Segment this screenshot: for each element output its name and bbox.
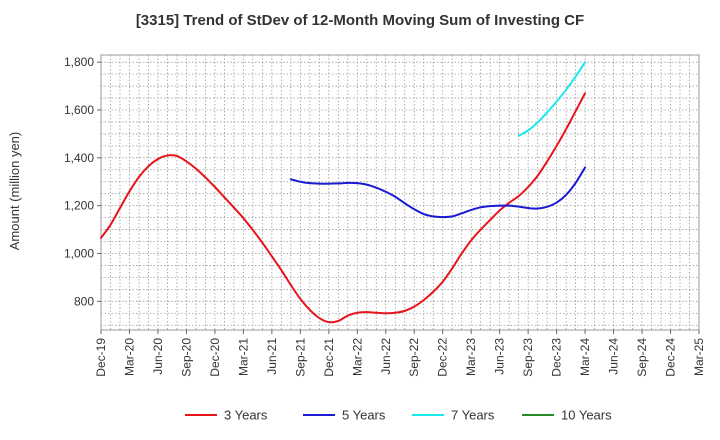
x-tick-label: Dec-24	[664, 338, 678, 377]
x-tick-label: Jun-23	[493, 338, 507, 375]
x-tick-label: Sep-23	[521, 338, 535, 377]
x-tick-label: Sep-22	[407, 338, 421, 377]
x-tick-label: Dec-19	[94, 338, 108, 377]
x-axis: Dec-19 Mar-20 Jun-20 Sep-20 Dec-20 Mar-21 Jun-…	[94, 330, 706, 377]
grid-layer	[101, 55, 699, 330]
y-tick-label: 1,800	[64, 55, 94, 69]
legend-label-5-years: 5 Years	[342, 408, 386, 423]
y-axis: 800 1,000 1,200 1,400 1,600 1,800	[64, 55, 101, 308]
legend-label-3-years: 3 Years	[224, 408, 268, 423]
x-tick-label: Dec-23	[550, 338, 564, 377]
y-tick-label: 1,200	[64, 199, 94, 213]
y-tick-label: 1,400	[64, 151, 94, 165]
x-tick-label: Jun-21	[265, 338, 279, 375]
x-tick-label: Mar-23	[464, 338, 478, 376]
series-line-7-years	[517, 61, 587, 137]
plot-frame	[100, 54, 700, 331]
x-tick-label: Sep-20	[179, 338, 193, 377]
y-axis-title: Amount (million yen)	[7, 132, 22, 251]
legend-label-7-years: 7 Years	[451, 408, 495, 423]
legend-label-10-years: 10 Years	[561, 408, 612, 423]
y-tick-label: 1,000	[64, 246, 94, 260]
y-tick-label: 800	[74, 294, 94, 308]
x-tick-label: Mar-20	[122, 338, 136, 376]
x-tick-label: Jun-20	[151, 338, 165, 375]
y-tick-label: 1,600	[64, 103, 94, 117]
x-tick-label: Jun-24	[607, 338, 621, 375]
chart-title: [3315] Trend of StDev of 12-Month Moving…	[135, 12, 585, 29]
x-tick-label: Sep-24	[635, 338, 649, 377]
x-tick-label: Mar-24	[578, 338, 592, 376]
series-line-5-years	[289, 166, 587, 219]
x-tick-label: Dec-22	[436, 338, 450, 377]
x-tick-label: Dec-21	[322, 338, 336, 377]
series-layer	[100, 61, 587, 324]
x-tick-label: Sep-21	[293, 338, 307, 377]
x-tick-label: Dec-20	[208, 338, 222, 377]
x-tick-label: Jun-22	[379, 338, 393, 375]
x-tick-label: Mar-21	[236, 338, 250, 376]
legend: 3 Years 5 Years 7 Years 10 Years	[185, 408, 612, 423]
x-tick-label: Mar-22	[350, 338, 364, 376]
series-line-3-years	[100, 92, 587, 324]
x-tick-label: Mar-25	[692, 338, 706, 376]
